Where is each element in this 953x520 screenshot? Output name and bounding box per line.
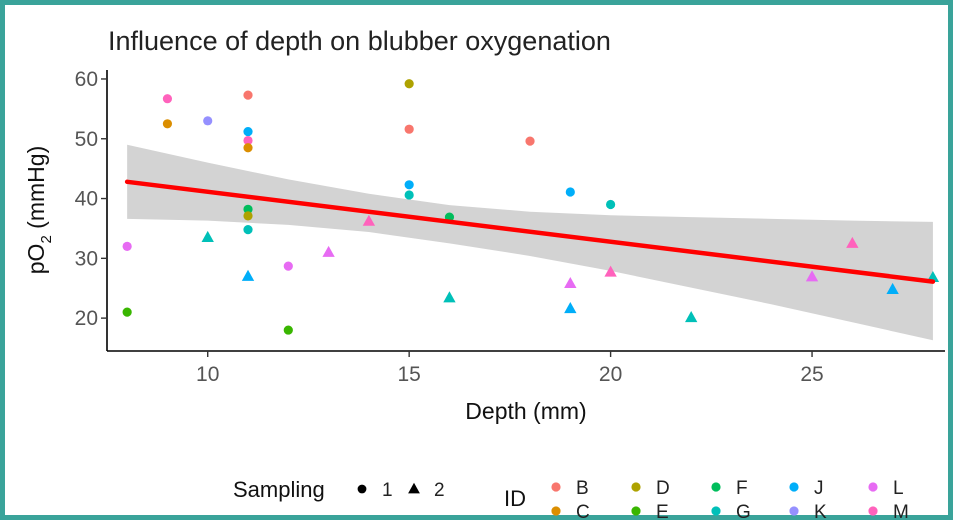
data-point [805,270,819,282]
data-point [404,124,414,134]
legend-id-key [789,482,799,492]
x-tick-label: 10 [196,363,219,386]
data-points-layer [122,79,940,335]
trend-line [124,179,936,284]
legend-id-label: E [656,502,669,520]
legend-id: ID BC DE FG JK LM [504,478,909,520]
y-tick-label: 50 [75,128,98,151]
data-point [564,276,577,288]
legend-id-key [631,506,641,516]
data-point [443,291,456,303]
data-point [604,265,617,277]
y-ticks-layer: 20 30 40 50 60 [75,68,107,330]
legend-id-key [868,506,878,516]
legend-id-label: D [656,478,670,499]
x-axis-title: Depth (mm) [465,398,586,424]
data-point [243,211,253,221]
data-point [564,302,577,314]
confidence-band [127,144,933,341]
x-tick-label: 20 [599,363,622,386]
legend-id-label: J [814,478,824,499]
data-point [283,261,293,271]
data-point [362,214,376,226]
legend-id-label: K [814,502,827,520]
x-ticks-layer: 10 15 20 25 [196,351,824,386]
legend-id-label: F [736,478,748,499]
y-axis-title: pO2 (mmHg) [23,146,55,274]
data-point [404,190,414,200]
legend-sampling-label: 1 [382,480,393,501]
legend-id-key [789,506,799,516]
data-point [122,307,132,317]
legend-id-key [711,482,721,492]
data-point [886,282,899,294]
legend-key-circle [357,484,367,494]
data-point [525,136,535,146]
data-point [162,119,173,129]
legend-id-key [551,482,561,492]
legend-id-key [868,482,878,492]
y-tick-label: 30 [75,247,98,270]
x-tick-label: 15 [397,363,420,386]
legend-id-label: B [576,478,589,499]
legend-id-key [551,506,561,516]
data-point [606,199,616,210]
data-point [243,126,253,137]
trend-line-layer [124,179,936,284]
legend-id-title: ID [504,486,526,511]
legend-sampling-label: 2 [434,480,445,501]
legend-id-key [711,506,721,516]
data-point [122,241,132,251]
legend-id-key [631,482,641,492]
y-axis-title-main: pO [23,244,49,275]
data-point [162,94,173,104]
data-point [283,325,293,335]
x-tick-label: 25 [800,363,823,386]
chart-title: Influence of depth on blubber oxygenatio… [108,26,611,56]
y-tick-label: 40 [75,188,98,211]
legend-sampling-title: Sampling [233,477,325,502]
data-point [846,236,859,248]
data-point [241,269,255,281]
data-point [203,116,213,126]
legend-sampling: Sampling 1 2 [233,477,445,502]
data-point [322,245,335,257]
data-point [243,143,253,153]
legend-id-label: M [893,502,909,520]
y-tick-label: 20 [75,307,98,330]
data-point [243,225,253,235]
y-tick-label: 60 [75,68,98,91]
data-point [404,180,414,190]
data-point [243,90,253,100]
data-point [243,204,253,214]
legend-id-label: L [893,478,904,499]
legend-id-label: G [736,502,751,520]
confidence-band-layer [127,144,933,341]
data-point [243,135,253,146]
data-point [685,311,698,323]
legend-id-label: C [576,502,590,520]
data-point [404,79,414,89]
y-axis-title-subscript: 2 [38,235,55,243]
legend-key-triangle [408,482,420,494]
data-point [565,187,575,197]
y-axis-title-unit: (mmHg) [23,146,49,235]
data-point [201,230,214,242]
